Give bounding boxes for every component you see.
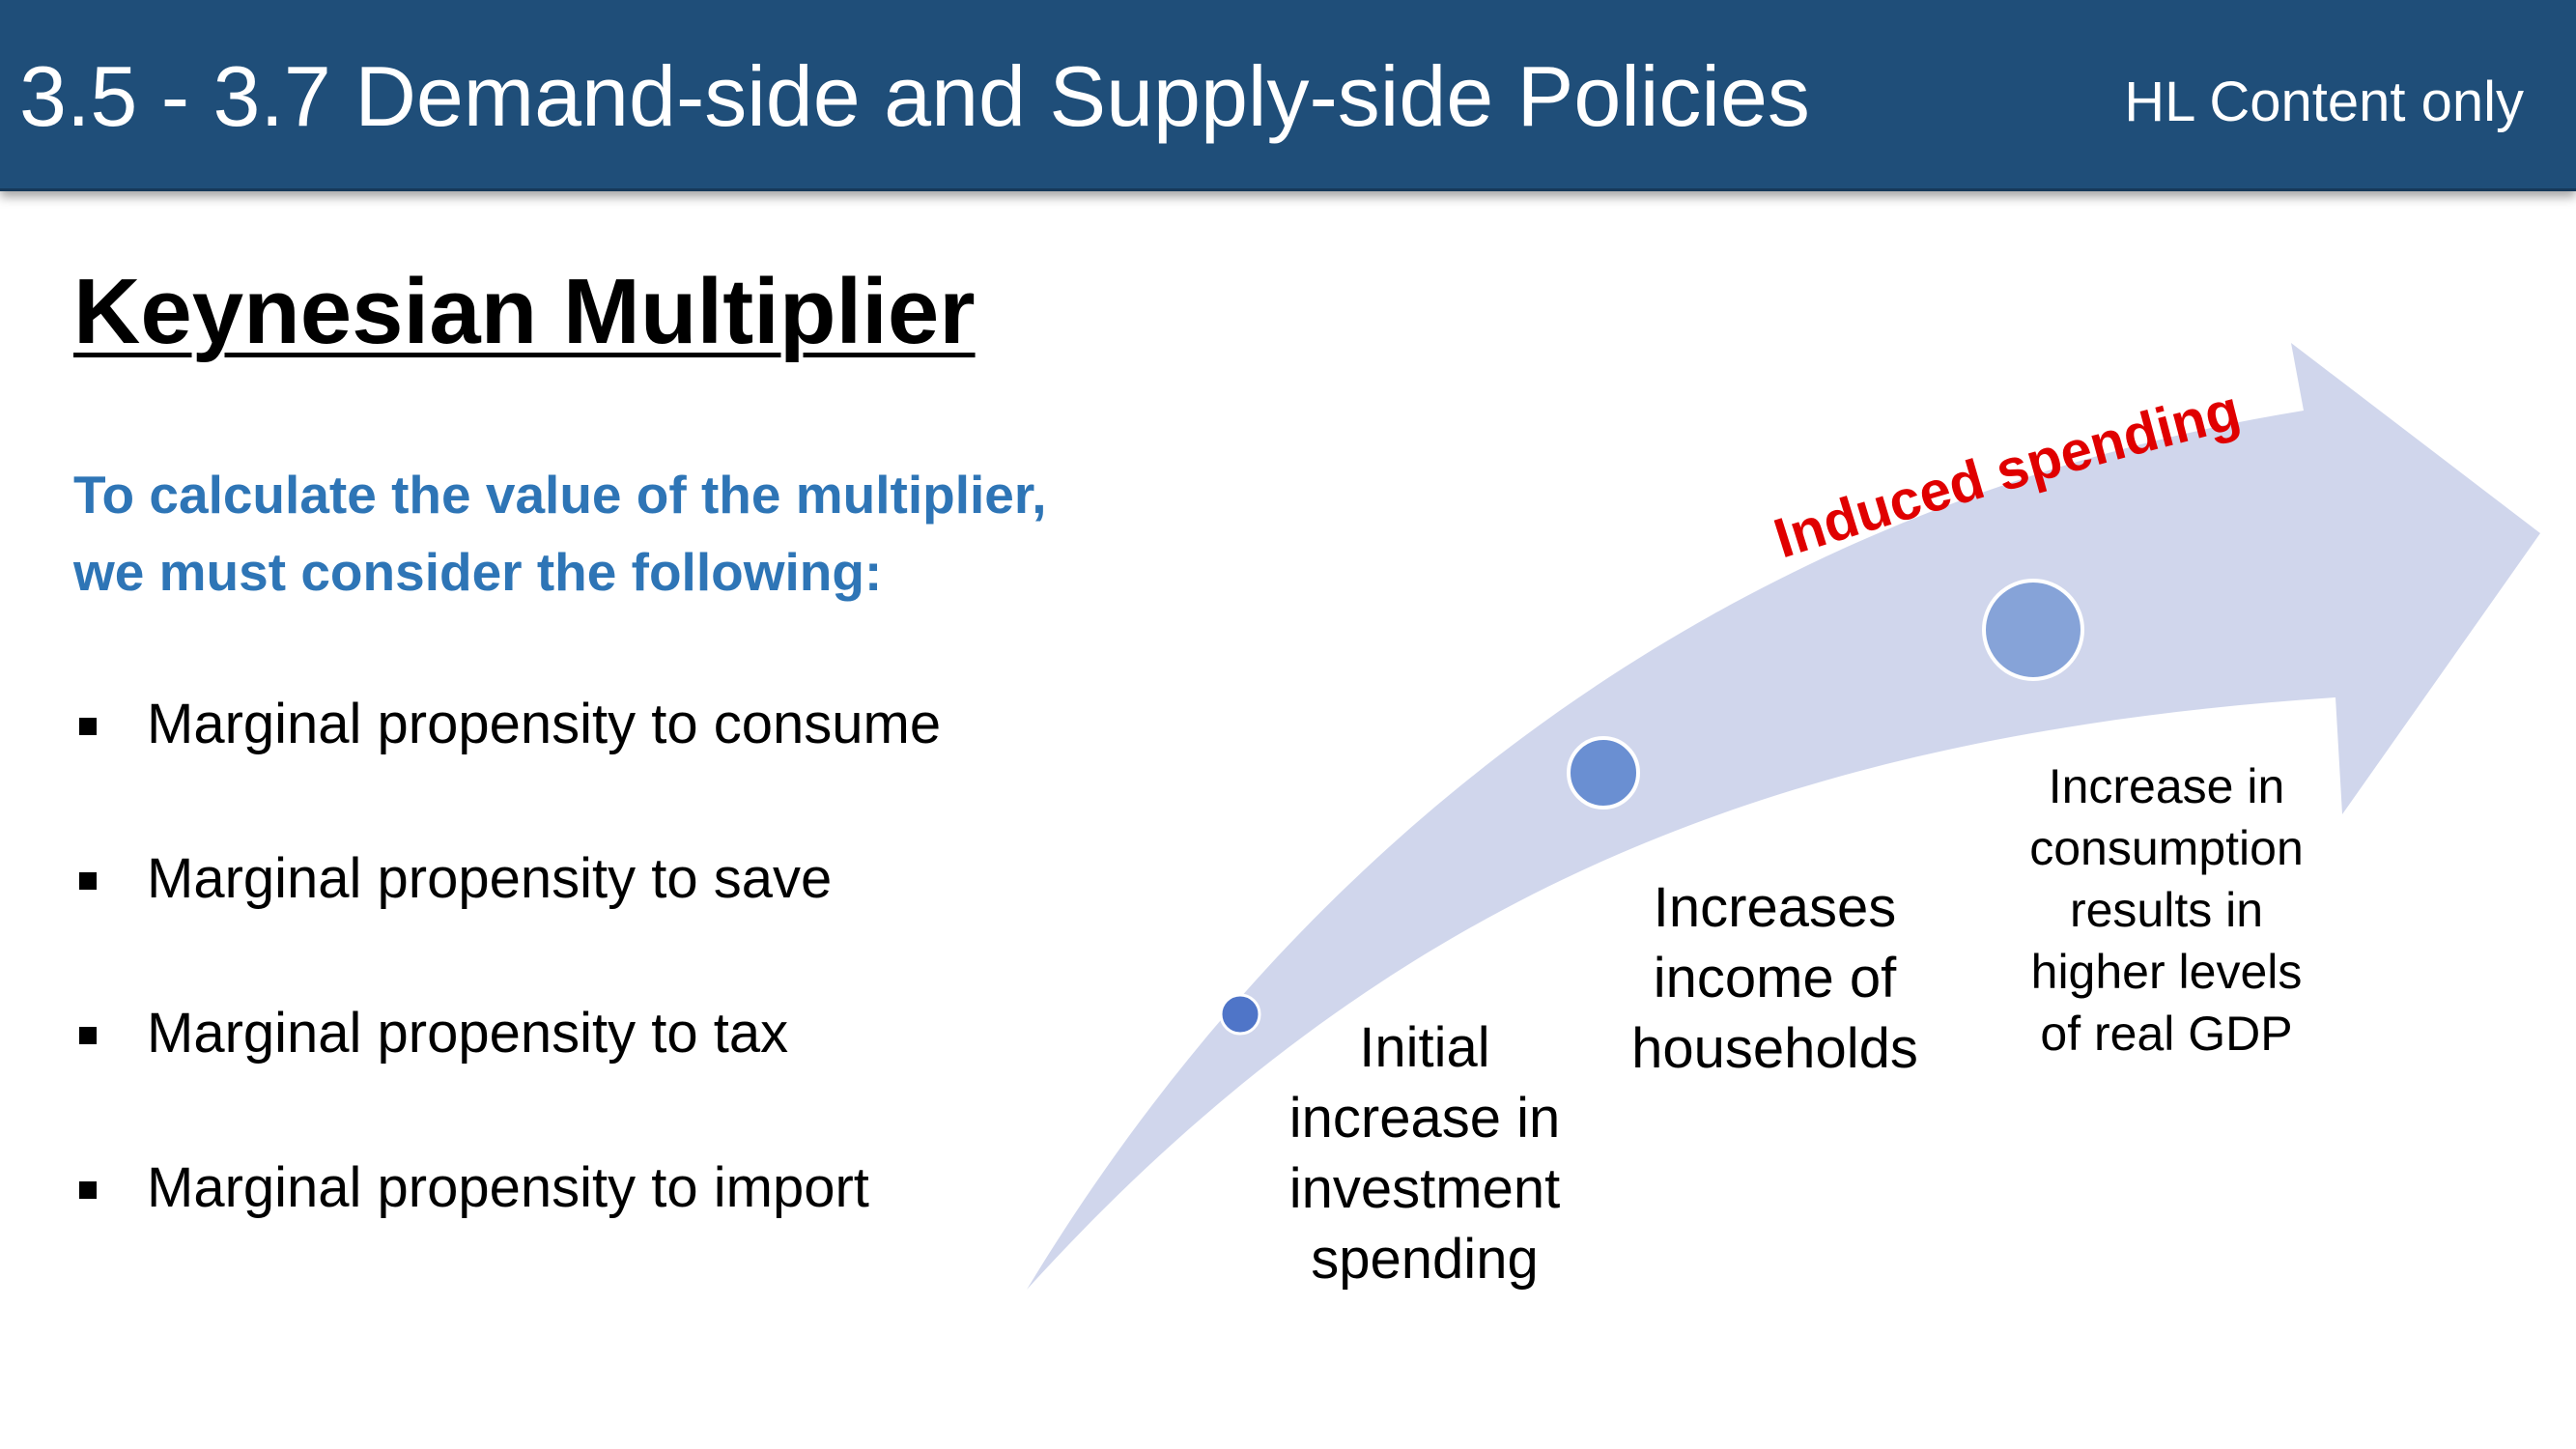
step-3-label: Increase in consumption results in highe…	[2029, 759, 2304, 1061]
step-2-label: Increases income of households	[1631, 876, 1918, 1080]
step-1-label: Initial increase in investment spending	[1288, 1016, 1561, 1291]
slide-title: 3.5 - 3.7 Demand-side and Supply-side Po…	[19, 48, 1810, 144]
intro-line-2: we must consider the following:	[73, 542, 883, 602]
bullet-square-icon	[79, 718, 97, 735]
list-item-label: Marginal propensity to save	[147, 847, 833, 910]
bullet-square-icon	[79, 872, 97, 890]
step-2-dot	[1567, 736, 1640, 810]
step-1-dot	[1219, 993, 1261, 1036]
bullet-square-icon	[79, 1181, 97, 1199]
hl-content-tag: HL Content only	[2124, 71, 2524, 133]
curved-arrow-shape	[1027, 343, 2540, 1290]
section-title: Keynesian Multiplier	[73, 260, 976, 363]
intro-text: To calculate the value of the multiplier…	[73, 456, 1213, 611]
list-item-label: Marginal propensity to tax	[147, 1002, 789, 1065]
step-3-dot	[1982, 579, 2084, 681]
list-item-label: Marginal propensity to consume	[147, 693, 942, 755]
intro-line-1: To calculate the value of the multiplier…	[73, 465, 1047, 525]
list-item-label: Marginal propensity to import	[147, 1156, 869, 1219]
bullet-square-icon	[79, 1027, 97, 1044]
slide-header: 3.5 - 3.7 Demand-side and Supply-side Po…	[0, 0, 2576, 191]
